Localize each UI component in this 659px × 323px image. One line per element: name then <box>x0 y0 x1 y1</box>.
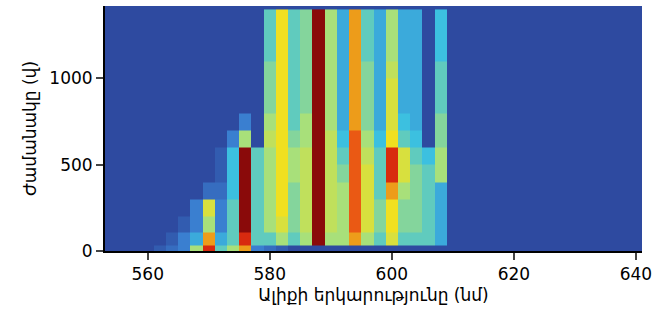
svg-text:600: 600 <box>376 264 408 284</box>
svg-text:1000: 1000 <box>49 68 92 88</box>
svg-text:0: 0 <box>82 241 93 261</box>
svg-text:Ալիքի երկարությունը (նմ): Ալիքի երկարությունը (նմ) <box>258 285 488 305</box>
svg-text:Ժամանակը (վ): Ժամանակը (վ) <box>20 61 40 196</box>
svg-text:500: 500 <box>60 155 92 175</box>
svg-text:620: 620 <box>498 264 530 284</box>
svg-text:580: 580 <box>254 264 286 284</box>
svg-text:640: 640 <box>620 264 652 284</box>
svg-text:560: 560 <box>131 264 163 284</box>
